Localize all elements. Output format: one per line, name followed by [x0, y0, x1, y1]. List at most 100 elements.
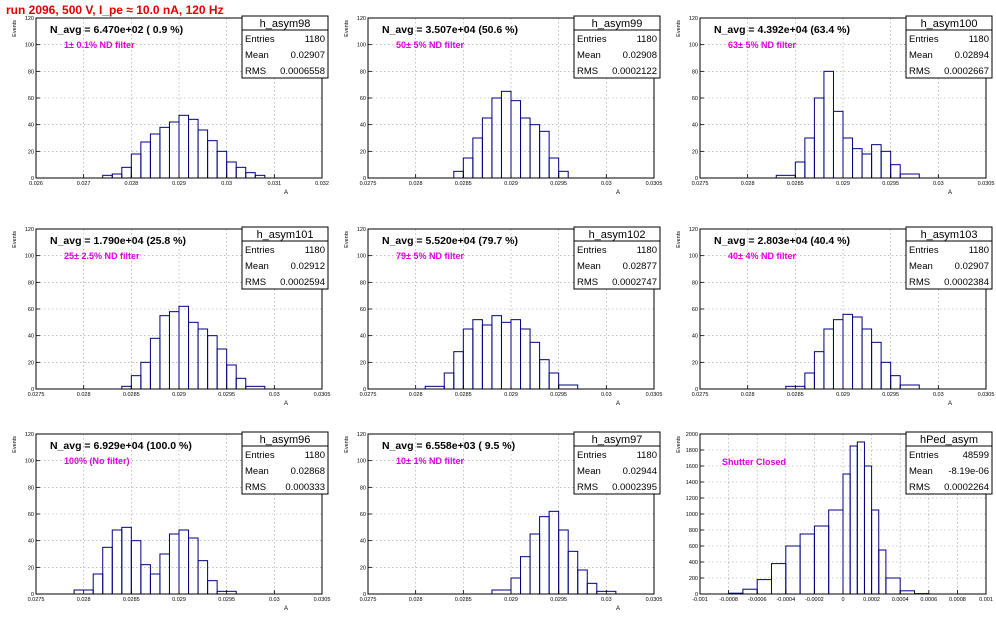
x-axis-label: A — [284, 606, 288, 612]
y-tick-label: 40 — [692, 123, 698, 129]
histogram-bin — [140, 141, 151, 179]
stats-value: 0.0002384 — [944, 277, 989, 288]
histogram-bin — [842, 137, 854, 179]
stats-value: -8.19e-06 — [948, 466, 989, 477]
y-tick-label: 100 — [25, 459, 34, 465]
histogram-bin — [102, 546, 113, 595]
histogram-bin — [899, 173, 920, 179]
y-tick-label: 0 — [363, 387, 366, 393]
plot-title: N_avg = 2.803e+04 (40.4 %) — [714, 235, 850, 247]
x-tick-label: 0.0275 — [360, 597, 377, 603]
stats-box — [905, 226, 993, 290]
stats-label: RMS — [909, 66, 930, 77]
x-tick-label: 0.028 — [409, 392, 423, 398]
y-tick-label: 60 — [692, 96, 698, 102]
y-tick-label: 60 — [28, 512, 34, 518]
histogram-bin — [491, 589, 512, 595]
histogram-bin — [130, 153, 142, 179]
stats-label: RMS — [245, 482, 266, 493]
x-tick-label: 0.0275 — [360, 392, 377, 398]
histogram-bin — [885, 577, 901, 595]
x-axis-label: A — [948, 190, 952, 196]
stats-histogram-name: h_asym100 — [921, 18, 978, 30]
histogram-bin — [481, 324, 493, 390]
stats-value: 1180 — [305, 34, 325, 45]
y-tick-label: 120 — [357, 227, 366, 233]
y-tick-label: 0 — [31, 176, 34, 182]
x-axis-label: A — [284, 190, 288, 196]
x-tick-label: 0.028 — [409, 597, 423, 603]
stats-box — [573, 226, 661, 290]
y-tick-label: 0 — [363, 176, 366, 182]
histogram-bin — [539, 516, 550, 595]
histogram-bin — [880, 150, 892, 179]
x-tick-label: 0.03 — [601, 597, 612, 603]
histogram-bin — [111, 529, 123, 595]
filter-annotation: 1± 0.1% ND filter — [64, 40, 135, 50]
stats-label: RMS — [577, 66, 598, 77]
histogram-panel-h_asym102: 0.0275 0.028 0.0285 0.029 0.0295 0.03 0.0305 0 2… — [344, 226, 662, 407]
filter-annotation: 40± 4% ND filter — [728, 251, 796, 261]
stats-box — [905, 431, 993, 495]
histogram-bin — [159, 126, 170, 179]
histogram-bin — [539, 359, 550, 390]
y-tick-label: 1800 — [686, 448, 698, 454]
histogram-bin — [226, 161, 237, 179]
x-tick-label: 0.0285 — [455, 597, 472, 603]
stats-label: Mean — [577, 50, 601, 61]
stats-box — [573, 431, 661, 495]
y-tick-label: 100 — [357, 254, 366, 260]
stats-label: RMS — [577, 277, 598, 288]
y-tick-label: 100 — [689, 43, 698, 49]
histogram-bin — [880, 361, 892, 390]
x-tick-label: 0.0295 — [882, 392, 899, 398]
y-tick-label: 80 — [28, 69, 34, 75]
histogram-panel-h_asym98: 0.026 0.027 0.028 0.029 0.03 0.031 0.032 0 20 40 6… — [12, 15, 329, 196]
y-tick-label: 200 — [689, 576, 698, 582]
stats-label: Entries — [577, 34, 607, 45]
stats-value: 0.02907 — [291, 50, 325, 61]
histogram-bin — [890, 375, 901, 390]
histogram-bin — [510, 319, 522, 390]
plot-title: N_avg = 4.392e+04 (63.4 %) — [714, 24, 850, 36]
x-tick-label: 0.029 — [504, 597, 518, 603]
histogram-bin — [491, 97, 502, 179]
y-tick-label: 120 — [689, 227, 698, 233]
stats-label: RMS — [577, 482, 598, 493]
histogram-bin — [520, 117, 531, 179]
stats-histogram-name: hPed_asym — [920, 434, 978, 446]
y-tick-label: 60 — [360, 512, 366, 518]
stats-value: 0.02907 — [955, 261, 989, 272]
histogram-bin — [828, 509, 844, 595]
x-tick-label: 0.0305 — [978, 181, 995, 187]
stats-value: 48599 — [963, 450, 989, 461]
y-tick-label: 0 — [363, 592, 366, 598]
x-tick-label: 0.0285 — [455, 181, 472, 187]
histogram-panel-h_asym96: 0.0275 0.028 0.0285 0.029 0.0295 0.03 0.0305 0 2… — [12, 431, 330, 612]
stats-label: Mean — [245, 261, 269, 272]
x-tick-label: -0.001 — [692, 597, 708, 603]
filter-annotation: 100% (No filter) — [64, 456, 130, 466]
histogram-bin — [861, 328, 873, 390]
stats-box — [241, 226, 329, 290]
run-title: run 2096, 500 V, I_pe ≈ 10.0 nA, 120 Hz — [6, 3, 224, 17]
histogram-bin — [742, 588, 758, 595]
x-tick-label: 0.03 — [269, 597, 280, 603]
x-tick-label: 0.001 — [979, 597, 993, 603]
y-axis-label: Events — [12, 231, 18, 248]
histogram-bin — [852, 316, 863, 390]
stats-label: Entries — [909, 245, 939, 256]
y-tick-label: 40 — [360, 539, 366, 545]
histogram-bin — [529, 124, 541, 179]
histogram-bin — [558, 170, 569, 179]
stats-value: 0.0002667 — [944, 66, 989, 77]
y-tick-label: 120 — [689, 16, 698, 22]
y-tick-label: 60 — [692, 307, 698, 313]
histogram-bin — [577, 569, 588, 595]
histogram-bin — [510, 100, 522, 179]
x-tick-label: 0.0275 — [360, 181, 377, 187]
x-tick-label: 0.0008 — [949, 597, 966, 603]
histogram-panel-h_asym101: 0.0275 0.028 0.0285 0.029 0.0295 0.03 0.0305 0 2… — [12, 226, 330, 407]
histogram-bin — [558, 529, 569, 595]
filter-annotation: 50± 5% ND filter — [396, 40, 464, 50]
